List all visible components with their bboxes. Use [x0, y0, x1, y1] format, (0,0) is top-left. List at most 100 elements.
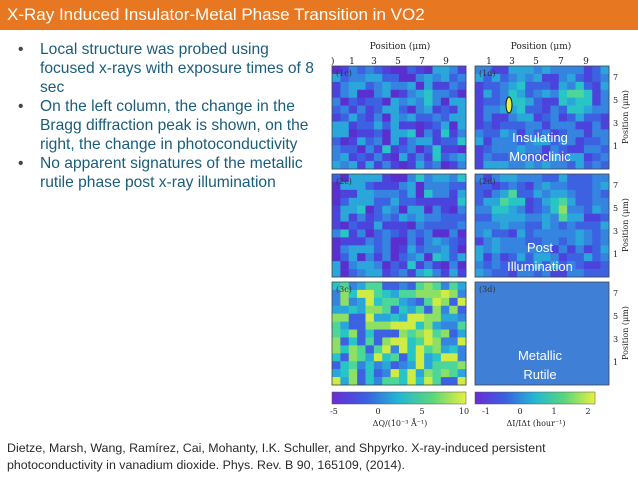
heatmap-cell: [365, 329, 375, 338]
heatmap-cell: [382, 174, 391, 183]
overlay-label: Post: [527, 240, 553, 255]
heatmap-cell: [440, 189, 450, 199]
right-tick: 7: [613, 181, 618, 190]
heatmap-cell: [399, 297, 408, 307]
heatmap-cell: [483, 174, 493, 183]
heatmap-cell: [348, 297, 358, 307]
heatmap-cell: [542, 129, 551, 138]
heatmap-cell: [399, 213, 408, 222]
heatmap-cell: [533, 181, 543, 191]
heatmap-cell: [382, 66, 391, 75]
heatmap-cell: [583, 221, 593, 230]
heatmap-cell: [415, 229, 425, 238]
heatmap-cell: [432, 297, 442, 307]
heatmap-cell: [483, 197, 493, 206]
heatmap-cell: [525, 213, 534, 222]
heatmap-cell: [365, 321, 375, 330]
heatmap-cell: [575, 245, 585, 254]
heatmap-cell: [348, 66, 358, 75]
heatmap-cell: [332, 97, 341, 106]
heatmap-cell: [449, 297, 458, 307]
heatmap-cell: [550, 121, 560, 130]
heatmap-cell: [399, 289, 408, 299]
heatmap-cell: [399, 197, 408, 206]
heatmap-cell: [457, 237, 467, 246]
heatmap-cell: [348, 153, 358, 162]
panel-frame: [331, 173, 467, 278]
heatmap-cell: [491, 253, 501, 262]
heatmap-cell: [567, 205, 576, 214]
heatmap-cell: [399, 245, 408, 254]
heatmap-cell: [440, 297, 450, 307]
heatmap-cell: [533, 153, 543, 162]
heatmap-cell: [332, 105, 341, 114]
heatmap-cell: [533, 253, 543, 262]
bullet-item: • No apparent signatures of the metallic …: [14, 154, 314, 192]
heatmap-cell: [432, 205, 442, 214]
heatmap-cell: [332, 337, 341, 346]
heatmap-cell: [567, 181, 576, 191]
heatmap-cell: [407, 221, 417, 230]
heatmap-cell: [525, 189, 534, 199]
heatmap-cell: [516, 89, 526, 98]
heatmap-cell: [592, 66, 601, 75]
heatmap-cell: [575, 73, 585, 83]
heatmap-cell: [558, 269, 568, 278]
heatmap-cell: [373, 313, 383, 322]
heatmap-cell: [475, 89, 484, 98]
heatmap-cells: [332, 66, 610, 386]
heatmap-cell: [449, 197, 458, 206]
overlay-label: Monoclinic: [509, 149, 571, 164]
heatmap-cell: [407, 353, 417, 362]
heatmap-cell: [357, 261, 366, 270]
heatmap-cell: [390, 305, 400, 314]
heatmap-cell: [542, 121, 551, 130]
panel-frame: [331, 281, 467, 386]
heatmap-cell: [424, 153, 433, 162]
heatmap-cell: [357, 97, 366, 106]
heatmap-cell: [348, 313, 358, 322]
heatmap-cell: [500, 205, 509, 214]
heatmap-cell: [550, 129, 560, 138]
heatmap-cell: [390, 66, 400, 75]
heatmap-cell: [424, 261, 433, 270]
heatmap-cell: [373, 161, 383, 170]
heatmap-cell: [357, 313, 366, 322]
heatmap-cell: [475, 221, 484, 230]
heatmap-cell: [340, 313, 350, 322]
heatmap-cell: [432, 313, 442, 322]
heatmap-cell: [457, 221, 467, 230]
heatmap-cell: [332, 282, 341, 291]
heatmap-cell: [449, 345, 458, 354]
heatmap-cell: [399, 261, 408, 270]
heatmap-cell: [432, 269, 442, 278]
heatmap-cell: [550, 245, 560, 254]
heatmap-cell: [508, 237, 518, 246]
heatmap-cell: [475, 145, 484, 154]
heatmap-cell: [373, 121, 383, 130]
heatmap-cell: [575, 197, 585, 206]
heatmap-cell: [533, 205, 543, 214]
heatmap-cell: [583, 189, 593, 199]
heatmap-cell: [399, 121, 408, 130]
heatmap-cell: [340, 97, 350, 106]
panel-label: (2c): [336, 177, 352, 186]
top-tick-right: 9: [583, 57, 589, 67]
heatmap-cell: [348, 369, 358, 378]
heatmap-cell: [542, 89, 551, 98]
right-tick: 3: [613, 119, 618, 128]
heatmap-cell: [583, 174, 593, 183]
heatmap-cell: [500, 237, 509, 246]
heatmap-cell: [365, 105, 375, 114]
right-tick: 7: [613, 73, 618, 82]
heatmap-cell: [373, 377, 383, 386]
heatmap-cell: [332, 261, 341, 270]
heatmap-cell: [475, 181, 484, 191]
right-axis-label: Position (μm): [621, 90, 630, 144]
heatmap-cell: [575, 261, 585, 270]
heatmap-cell: [475, 129, 484, 138]
heatmap-cell: [424, 369, 433, 378]
heatmap-cell: [407, 229, 417, 238]
heatmap-cell: [475, 66, 484, 75]
heatmap-cell: [424, 181, 433, 191]
